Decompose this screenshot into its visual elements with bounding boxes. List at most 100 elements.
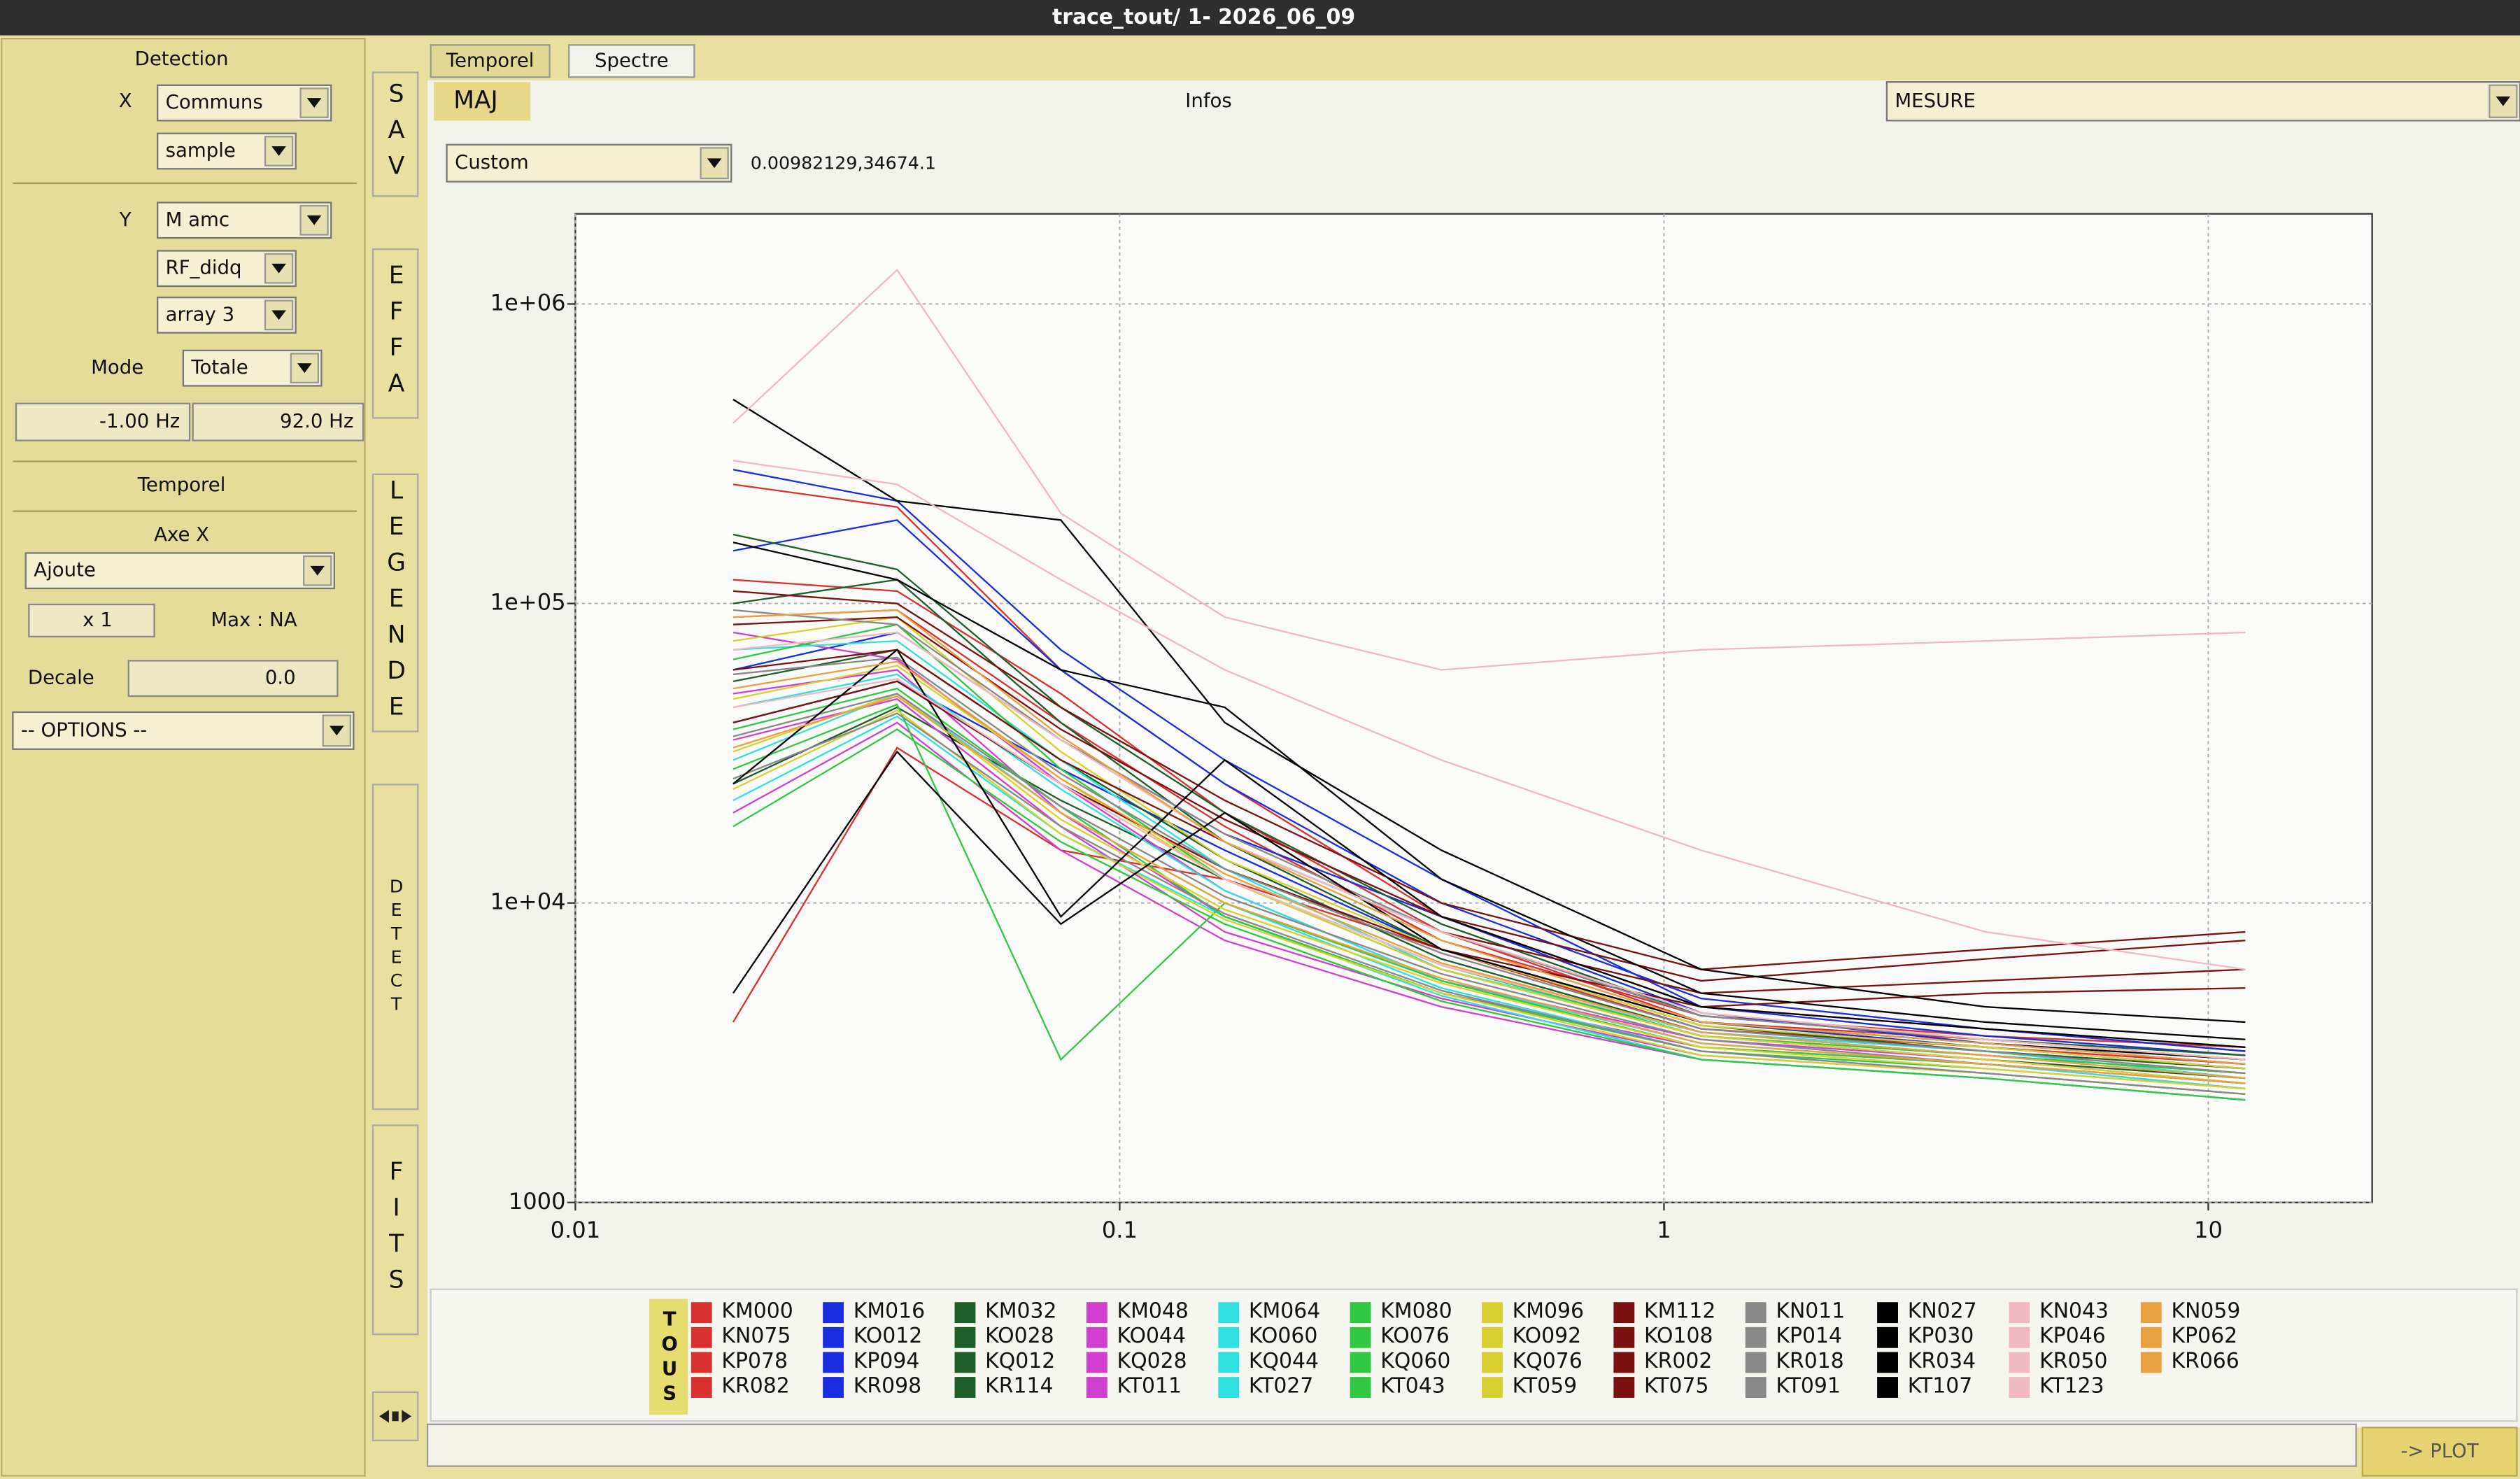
legend-label[interactable]: KM080: [1380, 1299, 1452, 1324]
legend-label[interactable]: KR066: [2172, 1349, 2239, 1373]
legend-swatch[interactable]: [1613, 1377, 1635, 1398]
tab[interactable]: [568, 44, 695, 78]
legend-label[interactable]: KM064: [1249, 1299, 1320, 1324]
dropdown-value[interactable]: Communs: [166, 90, 263, 113]
legend-label[interactable]: KT043: [1380, 1373, 1445, 1398]
legend-swatch[interactable]: [2009, 1302, 2030, 1324]
legend-label[interactable]: KP094: [854, 1349, 920, 1373]
legend-label[interactable]: KQ060: [1380, 1349, 1450, 1373]
legend-label[interactable]: KN011: [1776, 1299, 1845, 1324]
legend-swatch[interactable]: [954, 1326, 976, 1348]
input-field[interactable]: [127, 660, 339, 698]
tab-label[interactable]: Temporel: [446, 48, 535, 71]
tab-label[interactable]: Spectre: [595, 48, 669, 71]
legend-label[interactable]: KR114: [985, 1373, 1053, 1398]
legend-label[interactable]: KP062: [2172, 1324, 2238, 1348]
legend-label[interactable]: KT059: [1513, 1373, 1577, 1398]
legend-label[interactable]: KR082: [721, 1373, 789, 1398]
side-tab-label[interactable]: SAV: [383, 80, 411, 188]
legend-swatch[interactable]: [1482, 1377, 1503, 1398]
legend-label[interactable]: KN059: [2172, 1299, 2241, 1324]
legend-swatch[interactable]: [1745, 1352, 1767, 1373]
legend-label[interactable]: KO028: [985, 1324, 1054, 1348]
side-tab[interactable]: [371, 1124, 419, 1336]
legend-swatch[interactable]: [2140, 1326, 2162, 1348]
legend-swatch[interactable]: [823, 1326, 844, 1348]
command-input[interactable]: [426, 1423, 2357, 1467]
legend-label[interactable]: KP046: [2039, 1324, 2106, 1348]
legend-swatch[interactable]: [823, 1377, 844, 1398]
maj-button[interactable]: [434, 82, 531, 121]
legend-swatch[interactable]: [1482, 1352, 1503, 1373]
legend-swatch[interactable]: [1350, 1352, 1371, 1373]
legend-label[interactable]: KN027: [1908, 1299, 1977, 1324]
input-field[interactable]: [192, 402, 364, 441]
side-tab[interactable]: [371, 784, 419, 1110]
legend-swatch[interactable]: [691, 1352, 712, 1373]
legend-swatch[interactable]: [954, 1377, 976, 1398]
legend-label[interactable]: KN075: [721, 1324, 791, 1348]
legend-swatch[interactable]: [691, 1326, 712, 1348]
legend-label[interactable]: KQ028: [1117, 1349, 1187, 1373]
legend-label[interactable]: KR018: [1776, 1349, 1843, 1373]
maj-label[interactable]: MAJ: [453, 86, 497, 114]
legend-swatch[interactable]: [1613, 1302, 1635, 1324]
legend-swatch[interactable]: [1086, 1352, 1107, 1373]
legend-swatch[interactable]: [1877, 1377, 1898, 1398]
legend-label[interactable]: KT075: [1644, 1373, 1708, 1398]
legend-swatch[interactable]: [2009, 1377, 2030, 1398]
legend-label[interactable]: KR002: [1644, 1349, 1712, 1373]
legend-label[interactable]: KP078: [721, 1349, 788, 1373]
dropdown-value[interactable]: MESURE: [1895, 89, 1975, 112]
plot-button-label[interactable]: -> PLOT: [2400, 1439, 2478, 1462]
legend-swatch[interactable]: [823, 1302, 844, 1324]
legend-swatch[interactable]: [1086, 1326, 1107, 1348]
dropdown-value[interactable]: RF_didq: [166, 256, 242, 279]
side-tab-label[interactable]: EFFA: [383, 262, 411, 406]
legend-label[interactable]: KM000: [721, 1299, 793, 1324]
legend-swatch[interactable]: [1086, 1377, 1107, 1398]
legend-swatch[interactable]: [1745, 1302, 1767, 1324]
legend-label[interactable]: KP014: [1776, 1324, 1842, 1348]
dropdown[interactable]: [12, 711, 355, 750]
legend-label[interactable]: KQ012: [985, 1349, 1055, 1373]
legend-swatch[interactable]: [1218, 1302, 1240, 1324]
legend-label[interactable]: KO108: [1644, 1324, 1713, 1348]
legend-swatch[interactable]: [1613, 1326, 1635, 1348]
legend-swatch[interactable]: [1218, 1352, 1240, 1373]
legend-swatch[interactable]: [954, 1302, 976, 1324]
legend-swatch[interactable]: [823, 1352, 844, 1373]
legend-swatch[interactable]: [1877, 1326, 1898, 1348]
input-value[interactable]: 0.0: [265, 666, 296, 689]
legend-label[interactable]: KO012: [854, 1324, 922, 1348]
input-value[interactable]: x 1: [83, 608, 113, 631]
side-tab-label[interactable]: FITS: [383, 1158, 411, 1302]
dropdown[interactable]: [446, 143, 732, 183]
legend-label[interactable]: KO060: [1249, 1324, 1317, 1348]
all-button[interactable]: [649, 1298, 688, 1415]
legend-swatch[interactable]: [1350, 1326, 1371, 1348]
legend-label[interactable]: KQ044: [1249, 1349, 1319, 1373]
legend-swatch[interactable]: [691, 1377, 712, 1398]
legend-swatch[interactable]: [1350, 1377, 1371, 1398]
legend-swatch[interactable]: [1086, 1302, 1107, 1324]
legend-swatch[interactable]: [1218, 1326, 1240, 1348]
legend-label[interactable]: KR050: [2039, 1349, 2107, 1373]
dropdown-value[interactable]: Custom: [455, 150, 529, 174]
all-button-label[interactable]: TOUS: [658, 1308, 681, 1406]
side-tab[interactable]: [371, 248, 419, 419]
legend-label[interactable]: KT027: [1249, 1373, 1313, 1398]
input-value[interactable]: 92.0 Hz: [280, 409, 353, 432]
dropdown-value[interactable]: array 3: [166, 302, 235, 325]
side-tab-label[interactable]: LEGENDE: [383, 476, 411, 728]
legend-label[interactable]: KR034: [1908, 1349, 1976, 1373]
dropdown[interactable]: [1885, 81, 2520, 122]
legend-swatch[interactable]: [691, 1302, 712, 1324]
legend-label[interactable]: KN043: [2039, 1299, 2109, 1324]
legend-label[interactable]: KP030: [1908, 1324, 1974, 1348]
legend-swatch[interactable]: [1745, 1377, 1767, 1398]
legend-label[interactable]: KT107: [1908, 1373, 1972, 1398]
side-tab-label[interactable]: DETECT: [386, 877, 406, 1018]
dropdown[interactable]: [24, 552, 335, 590]
legend-label[interactable]: KR098: [854, 1373, 921, 1398]
